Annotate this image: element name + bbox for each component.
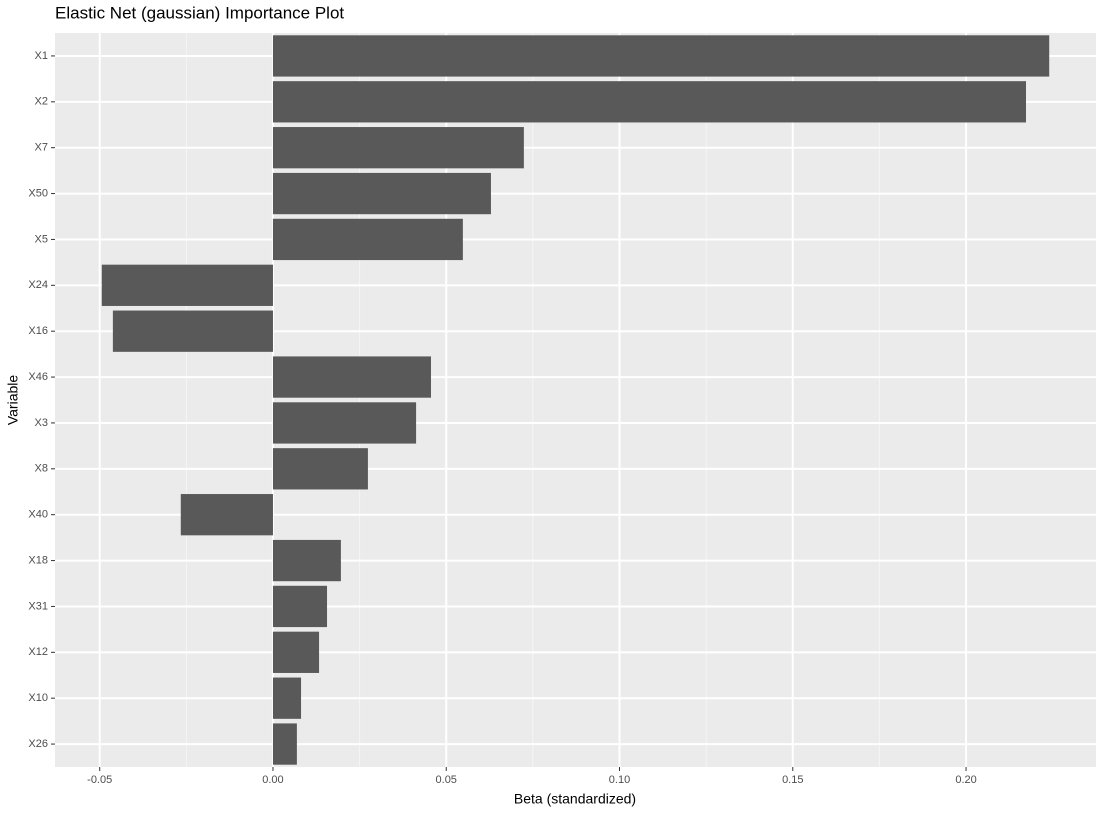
y-tick-label: X3 [35, 417, 48, 429]
x-tick-label: 0.10 [609, 774, 630, 786]
y-tick-label: X12 [28, 646, 48, 658]
y-axis-title: Variable [5, 375, 21, 426]
bar [272, 356, 431, 398]
bar [101, 264, 273, 306]
bar [272, 127, 524, 169]
y-tick-label: X31 [28, 600, 48, 612]
y-tick-label: X24 [28, 279, 48, 291]
x-tick-label: 0.20 [955, 774, 976, 786]
bar [272, 218, 463, 261]
bar [272, 723, 297, 765]
bar [272, 585, 328, 628]
y-tick-label: X2 [35, 96, 48, 108]
x-tick-label: -0.05 [87, 774, 112, 786]
bar [272, 677, 302, 719]
x-axis-title: Beta (standardized) [514, 791, 636, 807]
x-tick-label: 0.05 [436, 774, 457, 786]
y-tick-label: X40 [28, 509, 48, 521]
y-tick-label: X26 [28, 738, 48, 750]
x-tick-label: 0.15 [782, 774, 803, 786]
y-tick-label: X1 [35, 50, 48, 62]
bar [112, 310, 273, 352]
bar [272, 539, 341, 582]
y-tick-label: X5 [35, 233, 48, 245]
bar [272, 402, 417, 444]
chart-title: Elastic Net (gaussian) Importance Plot [55, 3, 344, 22]
y-tick-label: X7 [35, 142, 48, 154]
bar [272, 448, 368, 490]
panel [55, 33, 1096, 767]
bar [272, 35, 1050, 77]
y-tick-label: X16 [28, 325, 48, 337]
y-tick-label: X10 [28, 692, 48, 704]
y-tick-label: X50 [28, 187, 48, 199]
bar [272, 631, 320, 673]
bar [272, 172, 491, 215]
y-tick-label: X18 [28, 554, 48, 566]
y-tick-label: X46 [28, 371, 48, 383]
x-tick-label: 0.00 [262, 774, 283, 786]
y-tick-label: X8 [35, 463, 48, 475]
bar [272, 81, 1026, 123]
bar [180, 494, 273, 536]
